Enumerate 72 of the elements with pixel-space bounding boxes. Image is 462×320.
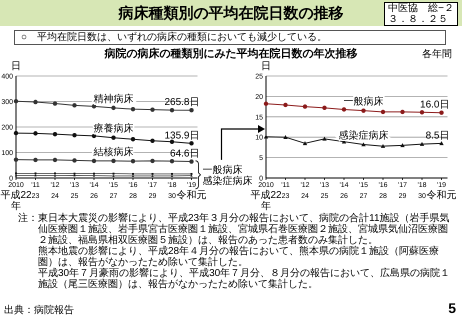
- series-label: 一般病床: [202, 164, 242, 176]
- text: 注：東日本大震災の影響により、平成23年３月分の報告において、病院の合計11施設（岩手県気仙医療圏１施設、岩手県宮古医療圏１施設、宮城県石巻医療圏２施設、宮城県気仙沼医療圏２施設、福島県相双医療圏５施設）は、報告のあった患者数のみ集計した。: [18, 213, 451, 246]
- point: [14, 130, 18, 136]
- data-label: 135.9日: [164, 130, 200, 142]
- point: [170, 140, 174, 144]
- text: 病床種類別の平均在院日数の推移: [118, 5, 344, 22]
- point: [264, 134, 268, 139]
- series-label: 一般病床: [344, 96, 384, 108]
- point: [189, 141, 194, 146]
- point: [52, 101, 58, 106]
- point: [302, 141, 308, 146]
- source-note: 出典：病院報告: [4, 304, 74, 317]
- y-axis-title: 日: [11, 61, 21, 72]
- y-axis-title: 日: [261, 61, 271, 72]
- point: [283, 102, 288, 108]
- text: 平成30年７月豪雨の影響により、平成30年７月分、８月分の報告において、広島県の病院１施設（尾三医療圏）は、報告がなかったため除いて集計した。: [38, 268, 452, 290]
- point: [14, 99, 18, 104]
- series-label: 精神病床: [94, 92, 134, 105]
- point: [439, 110, 444, 115]
- series-label: 感染症病床: [202, 174, 252, 187]
- point: [380, 110, 386, 114]
- point: [439, 141, 444, 146]
- point: [72, 132, 77, 138]
- point: [72, 158, 77, 163]
- point: [342, 107, 346, 112]
- point: [322, 106, 327, 110]
- series-label: 感染症病床: [338, 130, 388, 142]
- point: [33, 158, 38, 162]
- series-label: 結核病床: [92, 146, 134, 158]
- chart-subtitle: ○ 平均在院日数は、いずれの病床の種類においても減少している。: [14, 30, 446, 45]
- data-label: 8.5日: [426, 130, 450, 142]
- text: 各年間: [422, 48, 452, 60]
- point: [111, 136, 116, 140]
- point: [170, 108, 174, 112]
- data-label: 16.0日: [420, 100, 450, 111]
- point: [14, 157, 18, 162]
- point: [283, 135, 288, 139]
- point: [111, 106, 116, 110]
- point: [170, 158, 174, 164]
- point: [130, 106, 136, 112]
- point: [130, 158, 136, 164]
- series-label: 療養病床: [94, 122, 134, 135]
- point: [150, 107, 155, 112]
- text: 熊本地震の影響により、平成28年４月分の報告において、熊本県の病院１施設（阿蘇医療圏）は、報告がなかったため除いて集計した。: [38, 246, 440, 268]
- point: [33, 100, 38, 104]
- point: [150, 158, 155, 164]
- point: [52, 158, 58, 162]
- point: [264, 102, 268, 106]
- point: [33, 131, 38, 136]
- data-label: 64.6日: [170, 148, 200, 160]
- point: [322, 136, 327, 141]
- point: [380, 144, 386, 148]
- data-label: 265.8日: [164, 97, 200, 108]
- text: 病院の病床の種類別にみた平均在院日数の年次推移: [104, 47, 358, 60]
- point: [420, 142, 424, 146]
- point: [52, 132, 58, 136]
- point: [72, 103, 77, 108]
- text: 中医協 総−２: [388, 3, 454, 14]
- point: [302, 104, 308, 109]
- point: [150, 138, 155, 143]
- point: [189, 159, 194, 164]
- point: [111, 158, 116, 164]
- point: [400, 143, 405, 148]
- text: ３．８．２５: [388, 14, 450, 25]
- point: [361, 142, 366, 146]
- point: [92, 158, 96, 164]
- point: [400, 110, 405, 114]
- point: [420, 110, 424, 115]
- point: [361, 108, 366, 113]
- point: [130, 137, 136, 142]
- point: [189, 108, 194, 112]
- text: 5: [448, 300, 456, 316]
